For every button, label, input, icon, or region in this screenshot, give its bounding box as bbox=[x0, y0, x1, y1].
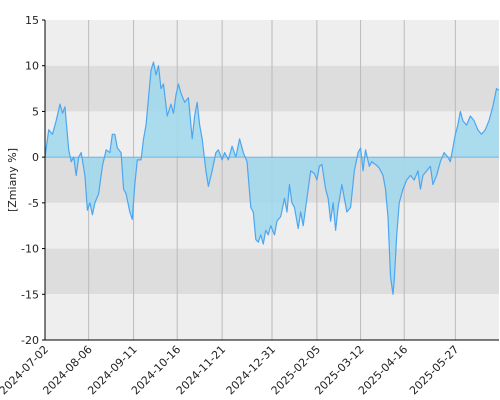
axes bbox=[42, 19, 499, 341]
y-tick-label: -5 bbox=[28, 197, 39, 210]
y-tick-label: -15 bbox=[21, 288, 39, 301]
series-line bbox=[44, 61, 500, 295]
y-tick-label: 0 bbox=[32, 151, 39, 164]
y-tick-labels: 15 10 5 0 -5 -10 -15 -20 bbox=[21, 14, 39, 347]
y-tick-label: 15 bbox=[25, 14, 39, 27]
x-tick-labels: 2024-07-022024-08-062024-09-112024-10-16… bbox=[0, 343, 461, 397]
y-tick-label: -10 bbox=[21, 243, 39, 256]
y-axis-label: [Zmiany %] bbox=[6, 148, 19, 212]
y-tick-label: 10 bbox=[25, 60, 39, 73]
x-tick-label: 2025-05-27 bbox=[407, 343, 461, 397]
y-tick-label: -20 bbox=[21, 334, 39, 347]
series-area bbox=[44, 61, 500, 295]
series-fill bbox=[45, 62, 499, 295]
y-tick-label: 5 bbox=[32, 105, 39, 118]
